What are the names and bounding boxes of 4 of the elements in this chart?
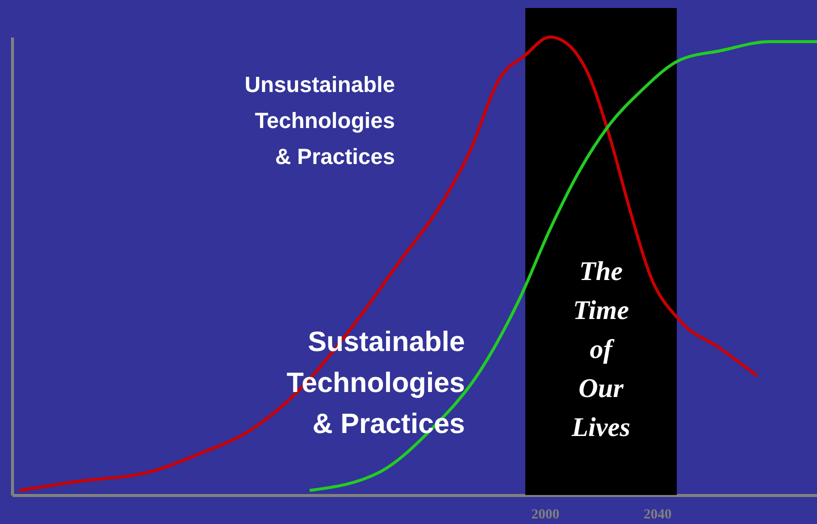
x-tick-label: 2000 <box>531 508 560 522</box>
band-label: The Time of Our Lives <box>570 256 630 442</box>
text: Unsustainable Technologies & Practices <box>244 72 395 169</box>
x-tick-label: 2040 <box>644 508 672 522</box>
